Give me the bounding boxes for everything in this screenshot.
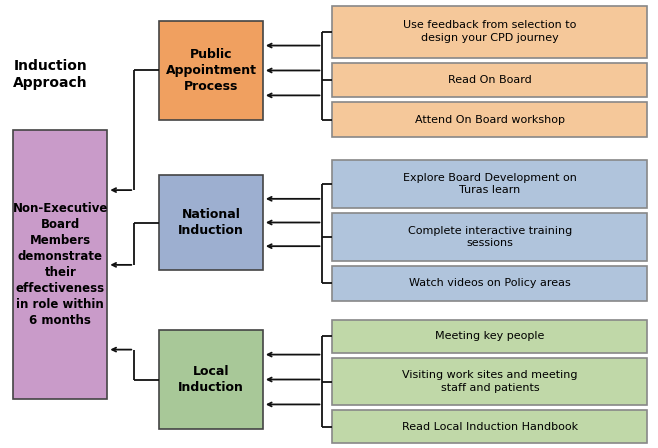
Text: Watch videos on Policy areas: Watch videos on Policy areas	[409, 278, 570, 289]
FancyBboxPatch shape	[159, 330, 263, 429]
Text: Read On Board: Read On Board	[448, 75, 532, 85]
FancyBboxPatch shape	[13, 130, 107, 400]
FancyBboxPatch shape	[332, 213, 647, 261]
FancyBboxPatch shape	[332, 358, 647, 405]
Text: National
Induction: National Induction	[178, 208, 244, 237]
FancyBboxPatch shape	[332, 103, 647, 137]
Text: Meeting key people: Meeting key people	[435, 331, 545, 341]
FancyBboxPatch shape	[332, 63, 647, 97]
Text: Complete interactive training
sessions: Complete interactive training sessions	[408, 226, 572, 248]
Text: Use feedback from selection to
design your CPD journey: Use feedback from selection to design yo…	[403, 21, 576, 43]
FancyBboxPatch shape	[332, 6, 647, 57]
Text: Induction
Approach: Induction Approach	[13, 59, 88, 90]
FancyBboxPatch shape	[332, 410, 647, 444]
Text: Public
Appointment
Process: Public Appointment Process	[165, 48, 257, 93]
Text: Non-Executive
Board
Members
demonstrate
their
effectiveness
in role within
6 mon: Non-Executive Board Members demonstrate …	[13, 202, 108, 327]
Text: Attend On Board workshop: Attend On Board workshop	[415, 115, 565, 125]
FancyBboxPatch shape	[332, 266, 647, 301]
FancyBboxPatch shape	[332, 320, 647, 353]
Text: Read Local Induction Handbook: Read Local Induction Handbook	[402, 422, 578, 432]
Text: Visiting work sites and meeting
staff and patients: Visiting work sites and meeting staff an…	[402, 370, 578, 393]
FancyBboxPatch shape	[332, 160, 647, 208]
Text: Explore Board Development on
Turas learn: Explore Board Development on Turas learn	[403, 173, 577, 195]
FancyBboxPatch shape	[159, 175, 263, 270]
FancyBboxPatch shape	[159, 21, 263, 121]
Text: Local
Induction: Local Induction	[178, 365, 244, 394]
